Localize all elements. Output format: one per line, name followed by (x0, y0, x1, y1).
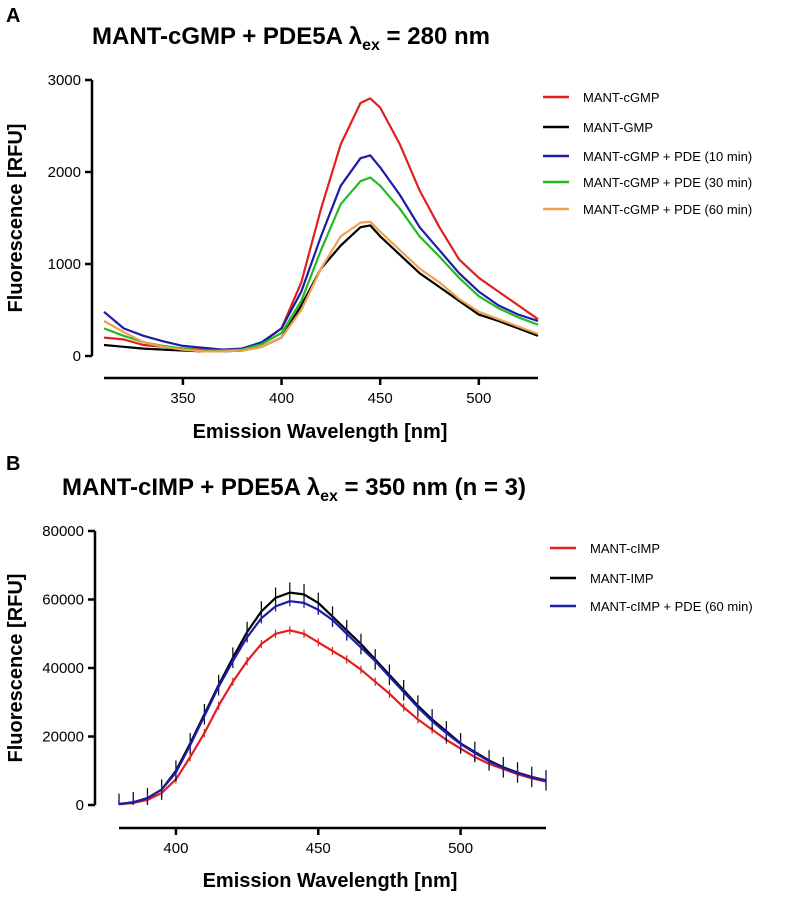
y-tick-label-b: 20000 (42, 729, 84, 746)
series-group-b (118, 582, 547, 806)
y-axis-label-b: Fluorescence [RFU] (5, 574, 27, 763)
y-tick-label-b: 60000 (42, 592, 84, 609)
series-line-mant-cimp (118, 629, 547, 806)
x-ticks-a: 350 400 450 500 (170, 378, 491, 407)
series-line-mant-gmp (103, 224, 539, 353)
y-tick-label-b: 0 (76, 797, 84, 814)
panel-a: A MANT-cGMP + PDE5A λex = 280 nm 0 1000 20… (5, 5, 752, 443)
y-ticks-a: 0 1000 2000 3000 (48, 72, 92, 365)
legend-label-pde-30min: MANT-cGMP + PDE (30 min) (583, 175, 752, 190)
x-ticks-b: 400 450 500 (163, 828, 473, 857)
y-tick-label-b: 40000 (42, 660, 84, 677)
x-axis-label-b: Emission Wavelength [nm] (203, 870, 458, 892)
panel-letter-a: A (6, 5, 20, 27)
x-tick-label-a: 350 (170, 390, 195, 407)
y-tick-label-a: 1000 (48, 256, 81, 273)
x-tick-label-b: 450 (306, 840, 331, 857)
legend-label-pde-60min: MANT-cGMP + PDE (60 min) (583, 202, 752, 217)
legend-label-mant-gmp: MANT-GMP (583, 120, 653, 135)
x-tick-label-b: 500 (448, 840, 473, 857)
legend-label-pde-10min: MANT-cGMP + PDE (10 min) (583, 149, 752, 164)
legend-label-mant-cimp: MANT-cIMP (590, 541, 660, 556)
y-tick-label-a: 3000 (48, 72, 81, 89)
series-line-mant-cgmp-pde-30-min (103, 176, 539, 352)
x-tick-label-a: 450 (368, 390, 393, 407)
y-tick-label-a: 2000 (48, 164, 81, 181)
legend-label-mant-imp: MANT-IMP (590, 571, 654, 586)
series-group-a (103, 97, 539, 353)
y-tick-label-b: 80000 (42, 523, 84, 540)
legend-a: MANT-cGMP MANT-GMP MANT-cGMP + PDE (10 m… (543, 90, 752, 217)
y-tick-label-a: 0 (73, 348, 81, 365)
panel-letter-b: B (6, 453, 20, 475)
x-axis-label-a: Emission Wavelength [nm] (193, 421, 448, 443)
legend-label-mant-cgmp: MANT-cGMP (583, 90, 660, 105)
series-line-mant-cgmp-pde-60-min (103, 220, 539, 353)
chart-title-b: MANT-cIMP + PDE5A λex = 350 nm (n = 3) (62, 474, 526, 505)
chart-title-a: MANT-cGMP + PDE5A λex = 280 nm (92, 23, 490, 54)
series-line-mant-cgmp (103, 97, 539, 352)
series-line-mant-cimp-pde-60-min (118, 600, 547, 806)
y-axis-label-a: Fluorescence [RFU] (5, 124, 27, 313)
panel-b: B MANT-cIMP + PDE5A λex = 350 nm (n = 3)… (5, 453, 753, 892)
legend-b: MANT-cIMP MANT-IMP MANT-cIMP + PDE (60 m… (550, 541, 753, 614)
series-line-mant-cgmp-pde-10-min (103, 154, 539, 351)
x-tick-label-a: 500 (466, 390, 491, 407)
y-ticks-b: 0 20000 40000 60000 80000 (42, 523, 95, 814)
legend-label-mant-cimp-pde: MANT-cIMP + PDE (60 min) (590, 599, 753, 614)
x-tick-label-b: 400 (163, 840, 188, 857)
x-tick-label-a: 400 (269, 390, 294, 407)
